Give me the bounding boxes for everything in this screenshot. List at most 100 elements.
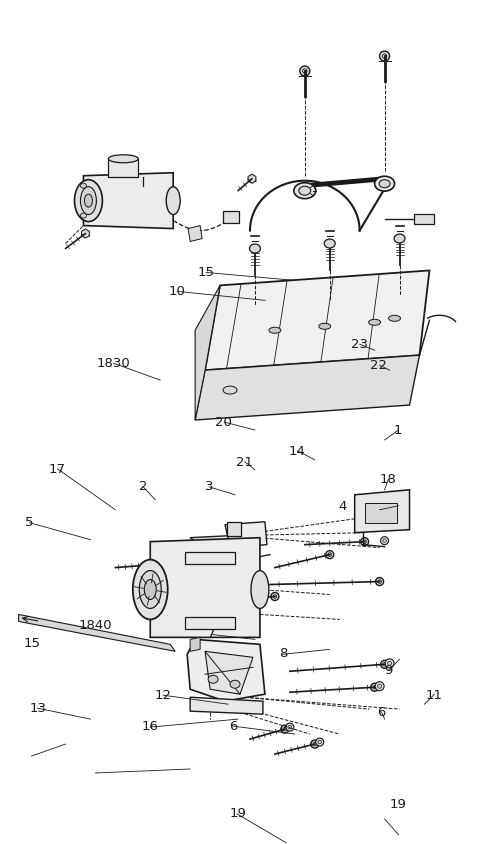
Ellipse shape	[81, 187, 96, 214]
Text: 15: 15	[24, 637, 40, 650]
Polygon shape	[195, 285, 220, 420]
Ellipse shape	[389, 316, 400, 322]
Text: 4: 4	[339, 500, 347, 512]
Ellipse shape	[283, 728, 287, 731]
Text: 1840: 1840	[79, 619, 112, 632]
Text: 10: 10	[168, 285, 185, 298]
Text: 20: 20	[215, 415, 232, 429]
Text: 8: 8	[279, 647, 287, 660]
Ellipse shape	[371, 684, 379, 691]
Ellipse shape	[230, 680, 240, 688]
Ellipse shape	[166, 187, 180, 214]
Ellipse shape	[85, 189, 96, 200]
Text: 23: 23	[351, 338, 368, 351]
Text: 2: 2	[139, 480, 147, 493]
Ellipse shape	[286, 723, 294, 731]
Ellipse shape	[300, 66, 310, 76]
Text: 19: 19	[229, 807, 246, 820]
Text: 17: 17	[48, 463, 66, 476]
Polygon shape	[190, 637, 200, 652]
Ellipse shape	[251, 554, 259, 561]
Polygon shape	[19, 614, 175, 652]
Ellipse shape	[281, 725, 289, 733]
Text: 14: 14	[289, 445, 306, 458]
Ellipse shape	[316, 738, 324, 746]
Ellipse shape	[251, 571, 269, 609]
Ellipse shape	[294, 182, 316, 198]
Ellipse shape	[385, 659, 394, 668]
Ellipse shape	[381, 660, 389, 668]
Polygon shape	[205, 270, 430, 371]
Bar	[365, 503, 396, 522]
Ellipse shape	[328, 553, 332, 556]
Ellipse shape	[133, 560, 168, 619]
Text: 6: 6	[228, 720, 237, 733]
Ellipse shape	[269, 327, 281, 333]
Polygon shape	[190, 697, 263, 714]
Ellipse shape	[88, 192, 93, 197]
Ellipse shape	[374, 176, 395, 192]
Text: 12: 12	[155, 689, 172, 702]
Ellipse shape	[383, 54, 387, 58]
Text: 7: 7	[207, 628, 216, 641]
Ellipse shape	[208, 675, 218, 684]
Bar	[415, 214, 434, 224]
Polygon shape	[225, 522, 267, 548]
Ellipse shape	[108, 154, 138, 163]
Ellipse shape	[250, 244, 261, 253]
Ellipse shape	[151, 560, 159, 569]
Ellipse shape	[324, 239, 335, 248]
Ellipse shape	[84, 194, 93, 207]
Text: 16: 16	[142, 720, 159, 733]
Ellipse shape	[381, 537, 389, 544]
Text: 11: 11	[425, 689, 443, 702]
Ellipse shape	[326, 550, 334, 559]
Ellipse shape	[383, 663, 386, 666]
Text: 1: 1	[394, 424, 402, 437]
Text: 19: 19	[389, 798, 407, 811]
Polygon shape	[84, 173, 173, 229]
Ellipse shape	[376, 577, 384, 586]
Text: 13: 13	[30, 701, 47, 715]
Text: 9: 9	[384, 663, 393, 677]
Bar	[223, 211, 239, 223]
Ellipse shape	[383, 538, 386, 543]
Ellipse shape	[319, 323, 331, 329]
Ellipse shape	[311, 740, 319, 748]
Ellipse shape	[387, 662, 392, 665]
Text: 18: 18	[380, 473, 397, 486]
Bar	[185, 618, 235, 630]
Bar	[108, 159, 138, 176]
Polygon shape	[190, 534, 253, 545]
Bar	[185, 552, 235, 564]
Text: 5: 5	[25, 517, 34, 529]
Text: 15: 15	[198, 266, 215, 279]
Ellipse shape	[81, 183, 86, 188]
Polygon shape	[195, 355, 420, 420]
Ellipse shape	[288, 725, 292, 729]
Polygon shape	[205, 652, 253, 695]
Ellipse shape	[375, 682, 384, 690]
Ellipse shape	[380, 51, 390, 61]
Ellipse shape	[253, 556, 257, 560]
Text: 3: 3	[204, 480, 213, 493]
Ellipse shape	[313, 742, 317, 746]
Ellipse shape	[81, 213, 86, 218]
Ellipse shape	[74, 180, 102, 222]
Polygon shape	[248, 174, 256, 183]
Text: 1830: 1830	[96, 357, 130, 370]
Ellipse shape	[363, 540, 366, 544]
Ellipse shape	[273, 595, 276, 598]
Text: 22: 22	[370, 359, 387, 372]
Ellipse shape	[144, 580, 156, 599]
Ellipse shape	[302, 68, 307, 73]
Polygon shape	[82, 229, 89, 238]
Polygon shape	[187, 640, 265, 701]
Ellipse shape	[139, 571, 161, 609]
Ellipse shape	[318, 740, 322, 744]
Ellipse shape	[379, 180, 390, 187]
Ellipse shape	[360, 538, 369, 545]
Ellipse shape	[378, 580, 382, 583]
Ellipse shape	[299, 187, 311, 195]
Ellipse shape	[154, 563, 157, 566]
